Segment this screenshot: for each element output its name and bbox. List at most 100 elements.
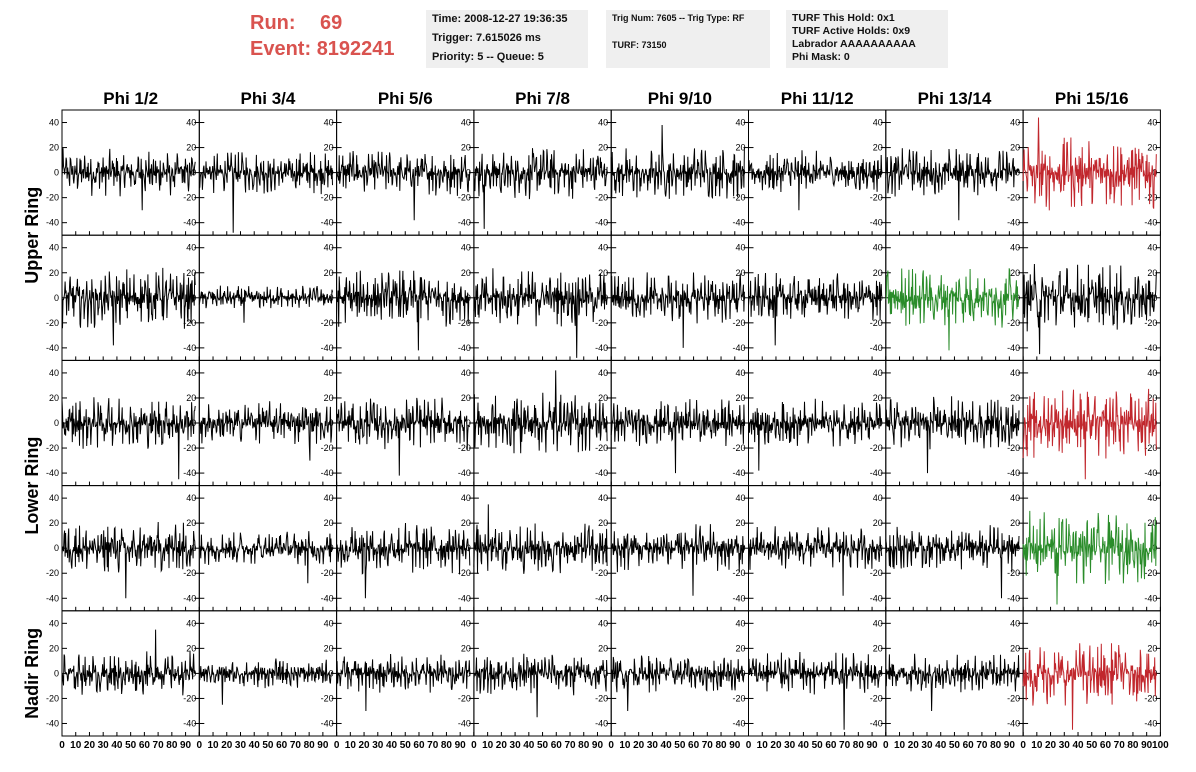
y-tick-label: 40	[1147, 493, 1157, 503]
y-tick-label: -20	[321, 693, 334, 703]
y-tick-label: 20	[873, 393, 883, 403]
y-tick-label: 20	[324, 268, 334, 278]
y-tick-label: 20	[1010, 393, 1020, 403]
y-tick-label: 40	[873, 243, 883, 253]
y-tick-label: -40	[46, 718, 59, 728]
y-tick-label: -20	[46, 193, 59, 203]
x-tick-label: 90	[1004, 740, 1016, 751]
y-tick-label: -20	[595, 693, 608, 703]
x-tick-label: 10	[1031, 740, 1043, 751]
waveform-trace	[885, 268, 1020, 351]
y-tick-label: 40	[461, 493, 471, 503]
y-tick-label: -20	[46, 693, 59, 703]
y-tick-label: 40	[1010, 368, 1020, 378]
waveform-trace	[610, 524, 745, 596]
x-tick-label: 60	[413, 740, 425, 751]
y-tick-label: -20	[870, 443, 883, 453]
y-tick-label: -40	[321, 468, 334, 478]
y-tick-label: -20	[321, 193, 334, 203]
y-tick-label: -40	[46, 593, 59, 603]
waveform-trace	[885, 396, 1020, 474]
turf-hold-text: TURF This Hold: 0x1	[792, 12, 895, 24]
y-tick-label: 20	[735, 643, 745, 653]
y-tick-label: 20	[735, 143, 745, 153]
x-tick-label: 30	[784, 740, 796, 751]
x-tick-label: 30	[647, 740, 659, 751]
x-tick-label: 80	[441, 740, 453, 751]
x-tick-label: 80	[304, 740, 316, 751]
x-tick-label: 40	[386, 740, 398, 751]
y-tick-label: 0	[466, 168, 471, 178]
x-tick-label: 10	[482, 740, 494, 751]
y-tick-label: -20	[870, 318, 883, 328]
y-tick-label: 40	[324, 118, 334, 128]
y-tick-label: -20	[595, 568, 608, 578]
x-tick-label: 40	[249, 740, 261, 751]
y-tick-label: -40	[595, 593, 608, 603]
y-tick-label: -40	[1144, 218, 1157, 228]
x-tick-label: 100	[1152, 740, 1169, 751]
y-tick-label: -40	[870, 468, 883, 478]
x-tick-label: 60	[551, 740, 563, 751]
y-tick-label: 20	[598, 393, 608, 403]
y-tick-label: -40	[732, 468, 745, 478]
waveform-trace	[610, 124, 745, 200]
y-tick-label: -20	[732, 193, 745, 203]
y-tick-label: 0	[54, 543, 59, 553]
y-tick-label: 40	[186, 368, 196, 378]
time-text: Time: 2008-12-27 19:36:35	[432, 13, 568, 25]
waveform-trace	[336, 522, 471, 599]
x-tick-label: 80	[853, 740, 865, 751]
y-tick-label: -20	[732, 318, 745, 328]
y-tick-label: 20	[324, 393, 334, 403]
y-tick-label: 20	[1010, 518, 1020, 528]
waveform-trace	[748, 651, 883, 730]
waveform-trace	[198, 285, 333, 323]
column-header: Phi 9/10	[648, 89, 712, 108]
y-tick-label: 20	[873, 143, 883, 153]
y-tick-label: -20	[183, 443, 196, 453]
run-label: Run:	[250, 12, 296, 34]
y-tick-label: 20	[49, 643, 59, 653]
y-tick-label: -20	[1144, 193, 1157, 203]
y-tick-label: -20	[1144, 568, 1157, 578]
waveform-trace	[473, 370, 608, 454]
x-tick-label: 30	[921, 740, 933, 751]
y-tick-label: -20	[46, 568, 59, 578]
x-tick-label: 0	[608, 740, 614, 751]
y-tick-label: -40	[732, 718, 745, 728]
y-tick-label: -20	[183, 693, 196, 703]
x-tick-label: 0	[59, 740, 65, 751]
waveform-trace	[61, 629, 196, 696]
y-tick-label: 20	[1147, 143, 1157, 153]
y-tick-label: 40	[1147, 243, 1157, 253]
x-tick-label: 60	[963, 740, 975, 751]
y-tick-label: -40	[1144, 468, 1157, 478]
x-tick-label: 70	[702, 740, 714, 751]
y-tick-label: 40	[49, 493, 59, 503]
y-tick-label: 20	[49, 268, 59, 278]
x-tick-label: 10	[70, 740, 82, 751]
y-tick-label: 40	[598, 618, 608, 628]
y-tick-label: 0	[54, 668, 59, 678]
y-tick-label: 0	[191, 543, 196, 553]
y-tick-label: 0	[1015, 168, 1020, 178]
waveform-trace	[748, 150, 883, 211]
x-tick-label: 50	[125, 740, 137, 751]
ring-label: Nadir Ring	[22, 628, 42, 719]
turf-info-box: TURF This Hold: 0x1 TURF Active Holds: 0…	[786, 10, 948, 68]
y-tick-label: -20	[183, 193, 196, 203]
y-tick-label: 40	[324, 368, 334, 378]
event-label: Event:	[250, 38, 312, 60]
y-tick-label: 0	[191, 668, 196, 678]
phi-mask-text: Phi Mask: 0	[792, 51, 850, 63]
y-tick-label: 40	[186, 493, 196, 503]
waveform-trace	[473, 504, 608, 574]
x-tick-label: 90	[592, 740, 604, 751]
x-tick-label: 50	[812, 740, 824, 751]
y-tick-label: -40	[1007, 593, 1020, 603]
y-tick-label: 40	[598, 118, 608, 128]
y-tick-label: -40	[321, 218, 334, 228]
x-tick-label: 60	[825, 740, 837, 751]
column-header: Phi 11/12	[781, 89, 854, 108]
